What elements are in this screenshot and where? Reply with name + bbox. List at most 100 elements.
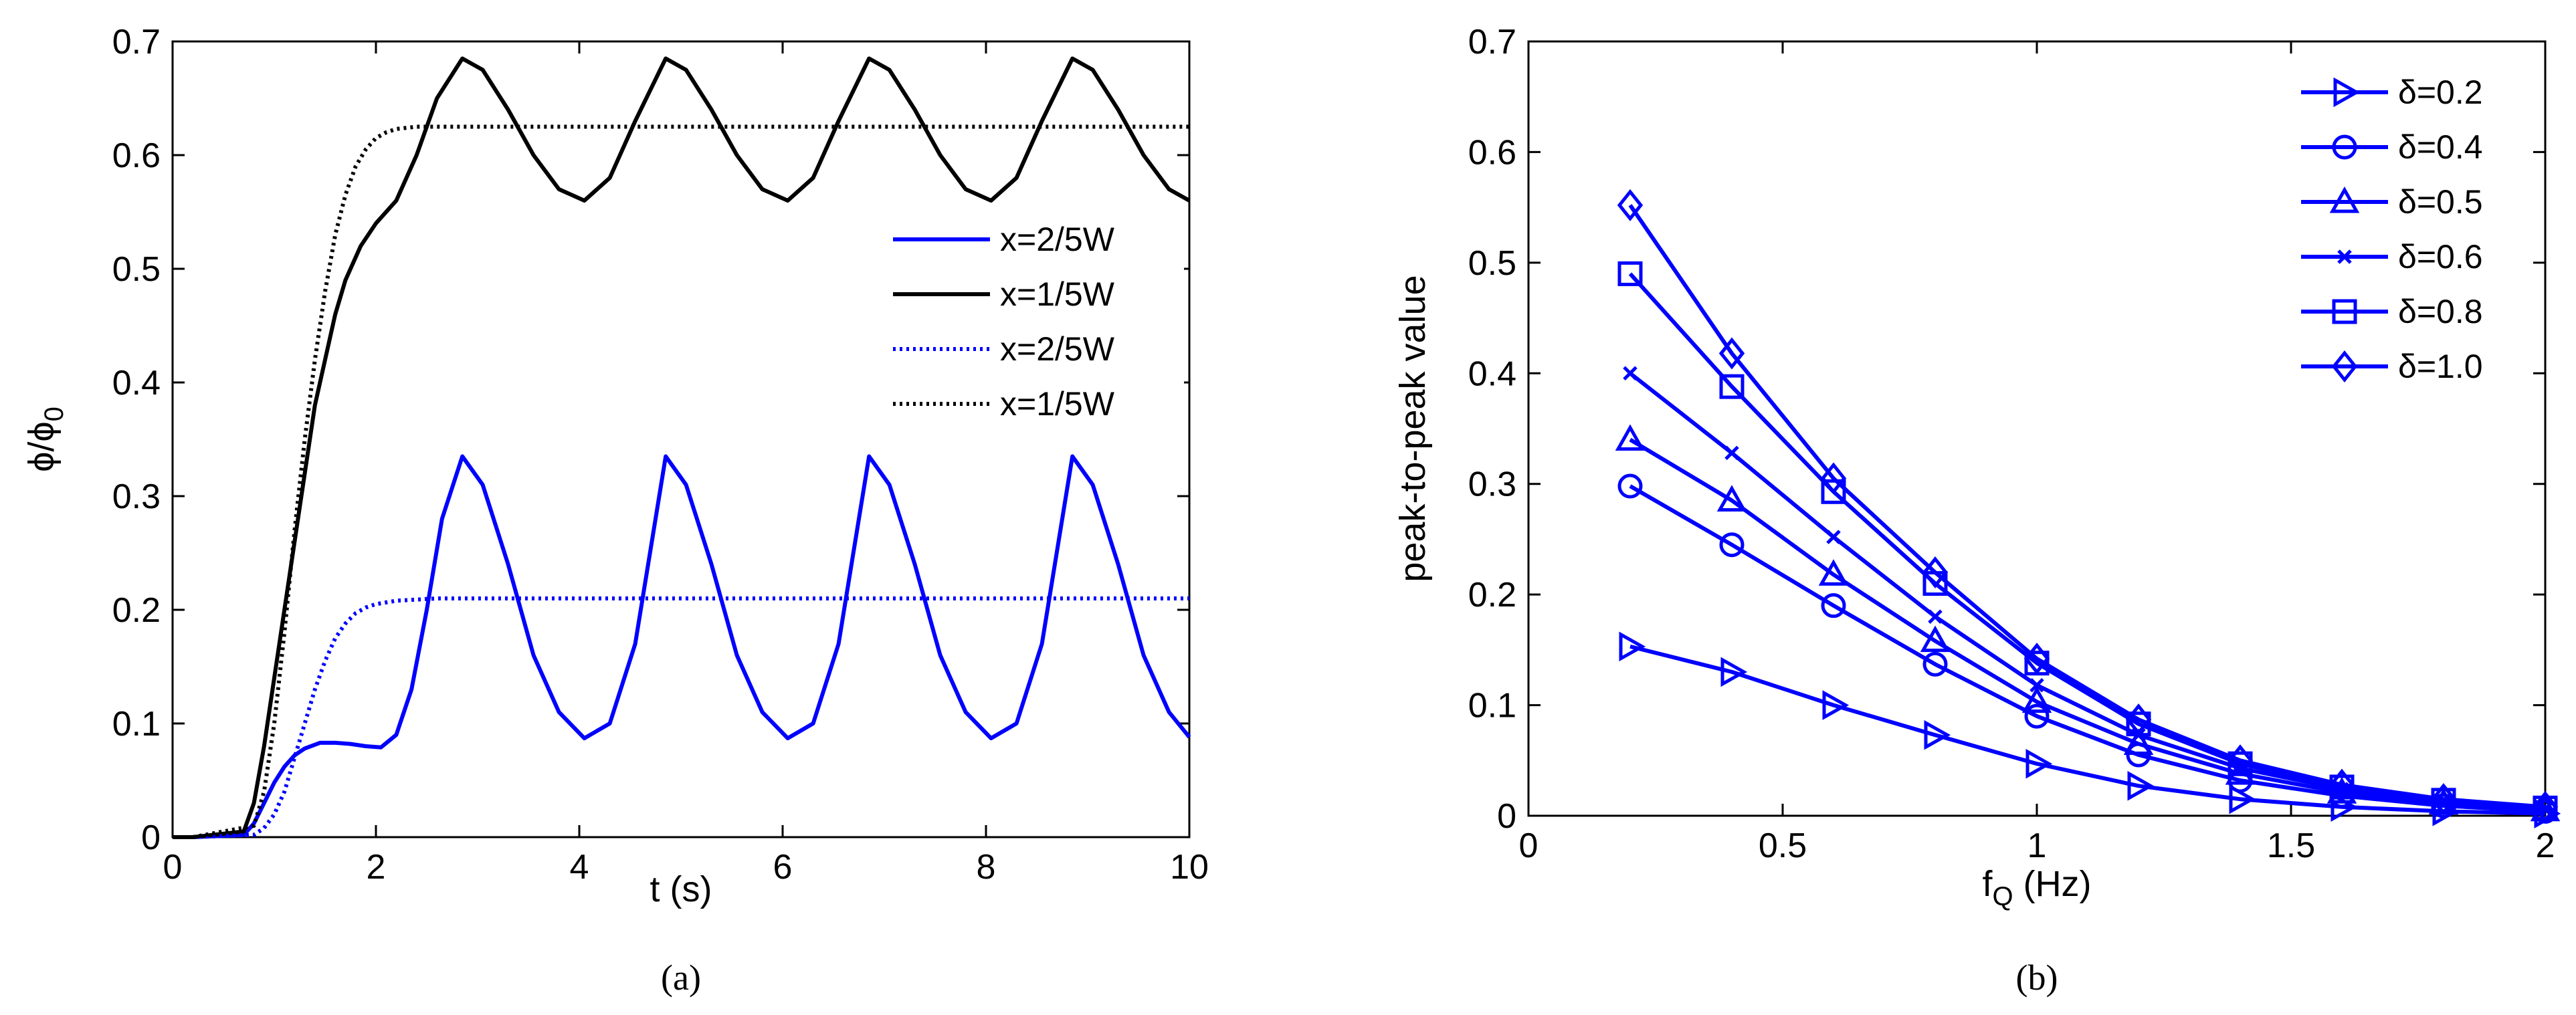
panel-a-legend-label-0: x=2/5W bbox=[1000, 221, 1115, 258]
panel-b-point-3-1 bbox=[1724, 445, 1739, 461]
panel-a-y-label-sub: 0 bbox=[39, 407, 69, 421]
panel-a-series bbox=[173, 56, 1191, 839]
panel-b-x-tick-label: 1 bbox=[2027, 826, 2047, 865]
panel-b-legend-marker-4 bbox=[2332, 299, 2357, 324]
panel-b-point-2-4 bbox=[2021, 686, 2052, 713]
panel-a-y-tick-label: 0.7 bbox=[112, 23, 161, 62]
panel-b-point-1-4 bbox=[2024, 703, 2050, 729]
panel-b-point-3-4 bbox=[2029, 678, 2044, 693]
panel-b-x-label-unit: (Hz) bbox=[2013, 864, 2092, 904]
panel-b-point-1-0 bbox=[1617, 473, 1643, 499]
panel-b-point-3-3 bbox=[1928, 609, 1943, 624]
panel-b-x-tick-label: 2 bbox=[2536, 826, 2555, 865]
panel-b-point-5-0 bbox=[1617, 189, 1644, 221]
panel-b-legend-label-4: δ=0.8 bbox=[2398, 293, 2483, 330]
panel-a-series-line-3 bbox=[173, 124, 1189, 839]
panel-b-y-tick-label: 0.7 bbox=[1468, 23, 1516, 62]
panel-b-point-1-1 bbox=[1719, 532, 1745, 558]
panel-a-x-tick-label: 6 bbox=[773, 848, 793, 887]
panel-a-y-tick-label: 0.4 bbox=[112, 364, 161, 403]
panel-b-ticks: 0 0.5 1 1.5 2 0 0.1 0.2 0.3 0.4 0.5 0.6 0.7 bbox=[1468, 23, 2555, 865]
panel-a-y-tick-label: 0.6 bbox=[112, 136, 161, 175]
panel-b-point-4-0 bbox=[1617, 261, 1643, 286]
panel-b-x-tick-label: 0 bbox=[1519, 826, 1539, 865]
panel-b-point-5-3 bbox=[1922, 556, 1949, 589]
panel-b-point-5-4 bbox=[2023, 643, 2050, 675]
panel-b-legend-marker-0 bbox=[2333, 77, 2361, 108]
panel-a-y-label-main: ϕ/ϕ bbox=[21, 421, 62, 472]
panel-b-point-5-1 bbox=[1718, 337, 1745, 370]
panel-b-point-5-5 bbox=[2125, 703, 2152, 736]
panel-b-point-5-7 bbox=[2329, 768, 2355, 801]
panel-b-x-label: fQ (Hz) bbox=[1982, 864, 2091, 911]
panel-b-y-tick-label: 0.6 bbox=[1468, 133, 1516, 172]
panel-b-point-1-3 bbox=[1922, 651, 1948, 677]
panel-b-point-2-2 bbox=[1818, 559, 1849, 586]
panel-a-x-tick-label: 10 bbox=[1170, 848, 1209, 887]
panel-b-x-tick-label: 1.5 bbox=[2267, 826, 2315, 865]
panel-b-x-label-sub: Q bbox=[1992, 882, 2013, 911]
panel-b-series-line-5 bbox=[1628, 204, 2546, 809]
panel-a-y-tick-label: 0 bbox=[141, 818, 161, 857]
panel-a-legend: x=2/5W x=1/5W x=2/5W x=1/5W bbox=[863, 214, 1184, 448]
panel-b-point-3-2 bbox=[1826, 530, 1841, 544]
panel-b-legend-marker-5 bbox=[2331, 350, 2358, 383]
panel-b-series-line-0 bbox=[1629, 644, 2546, 816]
panel-b-point-0-0 bbox=[1619, 631, 1646, 662]
panel-b-point-2-0 bbox=[1615, 424, 1646, 451]
panel-b-point-2-3 bbox=[1920, 625, 1951, 653]
panel-b-chart: 0 0.5 1 1.5 200.10.20.30.40.50.60.7 δ=0.2δ=0… bbox=[1393, 23, 2561, 998]
panel-b-point-0-4 bbox=[2025, 748, 2053, 779]
panel-b-point-5-8 bbox=[2430, 783, 2457, 816]
panel-b-series-line-1 bbox=[1629, 484, 2546, 814]
panel-b-series bbox=[1615, 189, 2561, 828]
panel-b-legend-label-1: δ=0.4 bbox=[2398, 128, 2483, 166]
panel-a-y-tick-label: 0.2 bbox=[112, 591, 161, 630]
panel-b-legend-marker-3 bbox=[2337, 249, 2352, 264]
panel-a-x-tick-label: 4 bbox=[570, 848, 589, 887]
panel-b-point-2-1 bbox=[1716, 485, 1747, 512]
panel-b-legend-label-3: δ=0.6 bbox=[2398, 238, 2483, 275]
panel-b-point-0-6 bbox=[2229, 784, 2256, 814]
panel-a-x-tick-label: 2 bbox=[367, 848, 386, 887]
panel-b-point-5-2 bbox=[1820, 462, 1847, 495]
panel-b-caption: (b) bbox=[2016, 957, 2058, 998]
panel-a-x-tick-label: 8 bbox=[977, 848, 996, 887]
panel-b-series-line-2 bbox=[1629, 437, 2546, 812]
panel-a-chart: 0 2 4 6 8 10 0 0.1 0.2 0.3 0.4 0.5 0.6 0.7 x=2/5W x=1/… bbox=[21, 23, 1209, 998]
panel-a-legend-label-1: x=1/5W bbox=[1000, 275, 1115, 313]
panel-a-y-label: ϕ/ϕ0 bbox=[21, 407, 69, 472]
panel-b-x-label-main: f bbox=[1982, 864, 1993, 904]
panel-b-point-1-2 bbox=[1821, 593, 1846, 618]
panel-b-point-0-3 bbox=[1924, 719, 1951, 750]
panel-b-point-2-5 bbox=[2123, 728, 2154, 755]
panel-b-point-5-9 bbox=[2532, 790, 2559, 823]
panel-a-y-tick-label: 0.3 bbox=[112, 477, 161, 516]
panel-b-y-tick-label: 0.2 bbox=[1468, 576, 1516, 614]
panel-b-y-tick-label: 0.4 bbox=[1468, 354, 1516, 393]
panel-b-point-0-2 bbox=[1822, 690, 1850, 720]
panel-b-series-line-3 bbox=[1629, 371, 2546, 812]
panel-b-x-tick-label: 0.5 bbox=[1759, 826, 1807, 865]
panel-b-legend: δ=0.2 δ=0.4 δ=0.5 δ=0.6 δ=0.8 δ=1.0 bbox=[2301, 74, 2483, 385]
panel-b-point-4-1 bbox=[1719, 374, 1745, 399]
panel-a-x-tick-label: 0 bbox=[163, 848, 183, 887]
panel-b-point-5-6 bbox=[2227, 744, 2254, 777]
panel-b-point-0-1 bbox=[1720, 657, 1748, 687]
panel-a-series-line-1 bbox=[173, 56, 1191, 839]
panel-a-y-tick-label: 0.1 bbox=[112, 705, 161, 744]
panel-b-legend-marker-1 bbox=[2332, 134, 2357, 160]
panel-b-y-tick-label: 0.1 bbox=[1468, 687, 1516, 725]
panel-b-y-tick-label: 0 bbox=[1497, 797, 1516, 836]
panel-b-y-label: peak-to-peak value bbox=[1393, 275, 1433, 582]
panel-a-legend-label-2: x=2/5W bbox=[1000, 330, 1115, 368]
panel-a-y-tick-label: 0.5 bbox=[112, 250, 161, 289]
panel-b-y-tick-label: 0.3 bbox=[1468, 465, 1516, 504]
panel-a-ticks: 0 2 4 6 8 10 0 0.1 0.2 0.3 0.4 0.5 0.6 0.7 bbox=[112, 23, 1209, 887]
panel-a-legend-label-3: x=1/5W bbox=[1000, 385, 1115, 423]
panel-a-x-label: t (s) bbox=[650, 869, 712, 909]
panel-b-y-tick-label: 0.5 bbox=[1468, 244, 1516, 283]
panel-a-legend-box bbox=[863, 214, 1184, 448]
panel-b-legend-label-5: δ=1.0 bbox=[2398, 348, 2483, 385]
